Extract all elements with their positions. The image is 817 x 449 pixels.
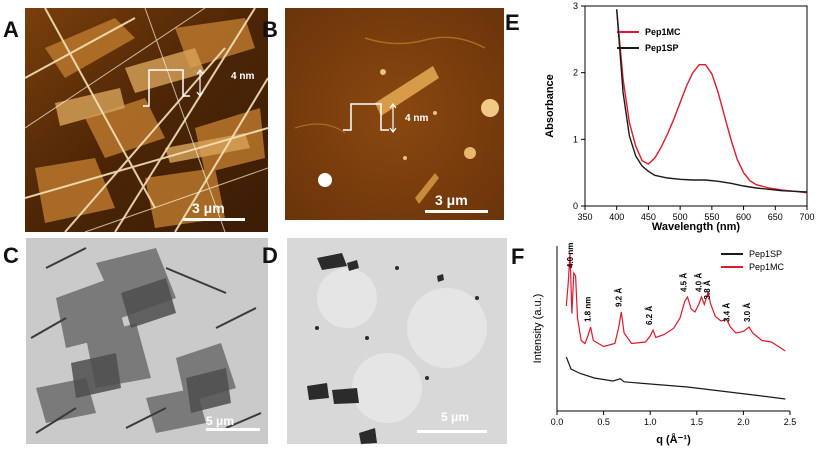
panel-a-letter: A bbox=[3, 17, 19, 42]
tem-d-particles bbox=[287, 238, 507, 444]
xrd-peak-annotation: 3.4 Å bbox=[722, 303, 731, 322]
afm-a-scale-label: 3 μm bbox=[192, 200, 225, 216]
xrd-x-tick-label: 2.0 bbox=[737, 417, 750, 427]
afm-image-a: 4 nm 3 μm bbox=[25, 8, 268, 232]
tem-image-d: 5 μm bbox=[287, 238, 507, 444]
uv-vis-x-axis-label: Wavelength (nm) bbox=[652, 221, 741, 233]
uv-vis-x-tick-label: 450 bbox=[641, 212, 656, 222]
xrd-chart: 0.0 0.5 1.0 1.5 2.0 2.5 q (Å⁻¹) Intensity (a.u.… bbox=[532, 243, 797, 446]
panel-d-letter: D bbox=[262, 243, 278, 268]
xrd-peak-annotation: 3.8 Å bbox=[703, 280, 712, 299]
uv-vis-y-axis-label: Absorbance bbox=[544, 74, 556, 138]
xrd-peak-annotation: 1.8 nm bbox=[584, 297, 593, 322]
uv-vis-legend-label: Pep1MC bbox=[645, 27, 681, 37]
uv-vis-legend-label: Pep1SP bbox=[645, 43, 679, 53]
uv-vis-x-tick-label: 350 bbox=[577, 212, 592, 222]
xrd-y-axis-label: Intensity (a.u.) bbox=[532, 294, 544, 364]
panel-e-letter: E bbox=[505, 10, 520, 35]
uv-vis-x-tick-label: 700 bbox=[799, 212, 814, 222]
tem-image-c: 5 μm bbox=[26, 238, 268, 444]
xrd-legend-label: Pep1MC bbox=[749, 262, 785, 272]
xrd-x-tick-label: 2.5 bbox=[784, 417, 797, 427]
afm-b-scale-label: 3 μm bbox=[435, 192, 468, 208]
xrd-x-tick-label: 0.0 bbox=[551, 417, 564, 427]
afm-a-nanosheets bbox=[25, 8, 268, 232]
xrd-peak-annotation: 9.2 Å bbox=[614, 288, 623, 307]
xrd-series-pep1mc-line bbox=[565, 253, 786, 352]
panel-f-letter: F bbox=[511, 244, 525, 269]
tem-c-sheets bbox=[26, 238, 268, 444]
xrd-peak-annotation: 4.5 Å bbox=[680, 273, 689, 292]
afm-b-nanoribbon bbox=[285, 8, 504, 220]
afm-b-height-label: 4 nm bbox=[405, 113, 429, 124]
uv-vis-x-tick-label: 600 bbox=[736, 212, 751, 222]
uv-vis-x-tick-label: 500 bbox=[673, 212, 688, 222]
xrd-x-axis-label: q (Å⁻¹) bbox=[656, 433, 691, 446]
uv-vis-y-tick-label: 3 bbox=[573, 1, 578, 11]
panel-c-letter: C bbox=[3, 243, 19, 268]
uv-vis-y-tick-label: 0 bbox=[573, 201, 578, 211]
uv-vis-x-tick-label: 650 bbox=[768, 212, 783, 222]
uv-vis-series-pep1sp-line bbox=[616, 9, 808, 193]
xrd-x-tick-label: 1.0 bbox=[644, 417, 657, 427]
uv-vis-series-pep1mc-line bbox=[616, 9, 808, 194]
xrd-peak-annotation: 4.0 Å bbox=[694, 273, 703, 292]
uv-vis-chart: 350 400 450 500 550 600 650 700 0 1 2 3 Wavelength (… bbox=[544, 1, 815, 233]
xrd-peak-annotation: 6.2 Å bbox=[645, 306, 654, 325]
xrd-x-tick-label: 0.5 bbox=[597, 417, 610, 427]
uv-vis-y-tick-label: 1 bbox=[573, 134, 578, 144]
uv-vis-plot-frame bbox=[584, 5, 808, 207]
afm-image-b: 4 nm 3 μm bbox=[285, 8, 504, 220]
tem-c-scale-label: 5 μm bbox=[206, 414, 235, 428]
uv-vis-x-tick-label: 550 bbox=[704, 212, 719, 222]
uv-vis-x-tick-label: 400 bbox=[609, 212, 624, 222]
xrd-series-pep1sp-line bbox=[565, 356, 786, 400]
panel-b-letter: B bbox=[262, 17, 278, 42]
afm-a-height-label: 4 nm bbox=[231, 71, 255, 82]
xrd-peak-annotation: 4.0 nm bbox=[566, 243, 575, 268]
tem-d-scale-label: 5 μm bbox=[441, 410, 470, 424]
xrd-x-tick-label: 1.5 bbox=[691, 417, 704, 427]
xrd-legend-label: Pep1SP bbox=[749, 249, 782, 259]
xrd-peak-annotation: 3.0 Å bbox=[743, 303, 752, 322]
uv-vis-y-tick-label: 2 bbox=[573, 68, 578, 78]
